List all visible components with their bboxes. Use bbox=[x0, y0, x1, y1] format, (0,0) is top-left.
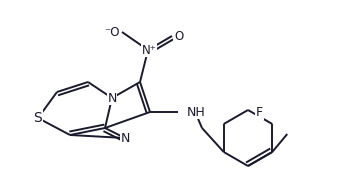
Text: NH: NH bbox=[187, 105, 206, 118]
Text: N: N bbox=[107, 91, 117, 105]
Text: F: F bbox=[256, 107, 263, 119]
Text: N: N bbox=[120, 132, 130, 144]
Text: ⁻O: ⁻O bbox=[104, 26, 120, 38]
Text: S: S bbox=[34, 111, 42, 125]
Text: N⁺: N⁺ bbox=[142, 43, 156, 56]
Text: O: O bbox=[174, 29, 183, 43]
